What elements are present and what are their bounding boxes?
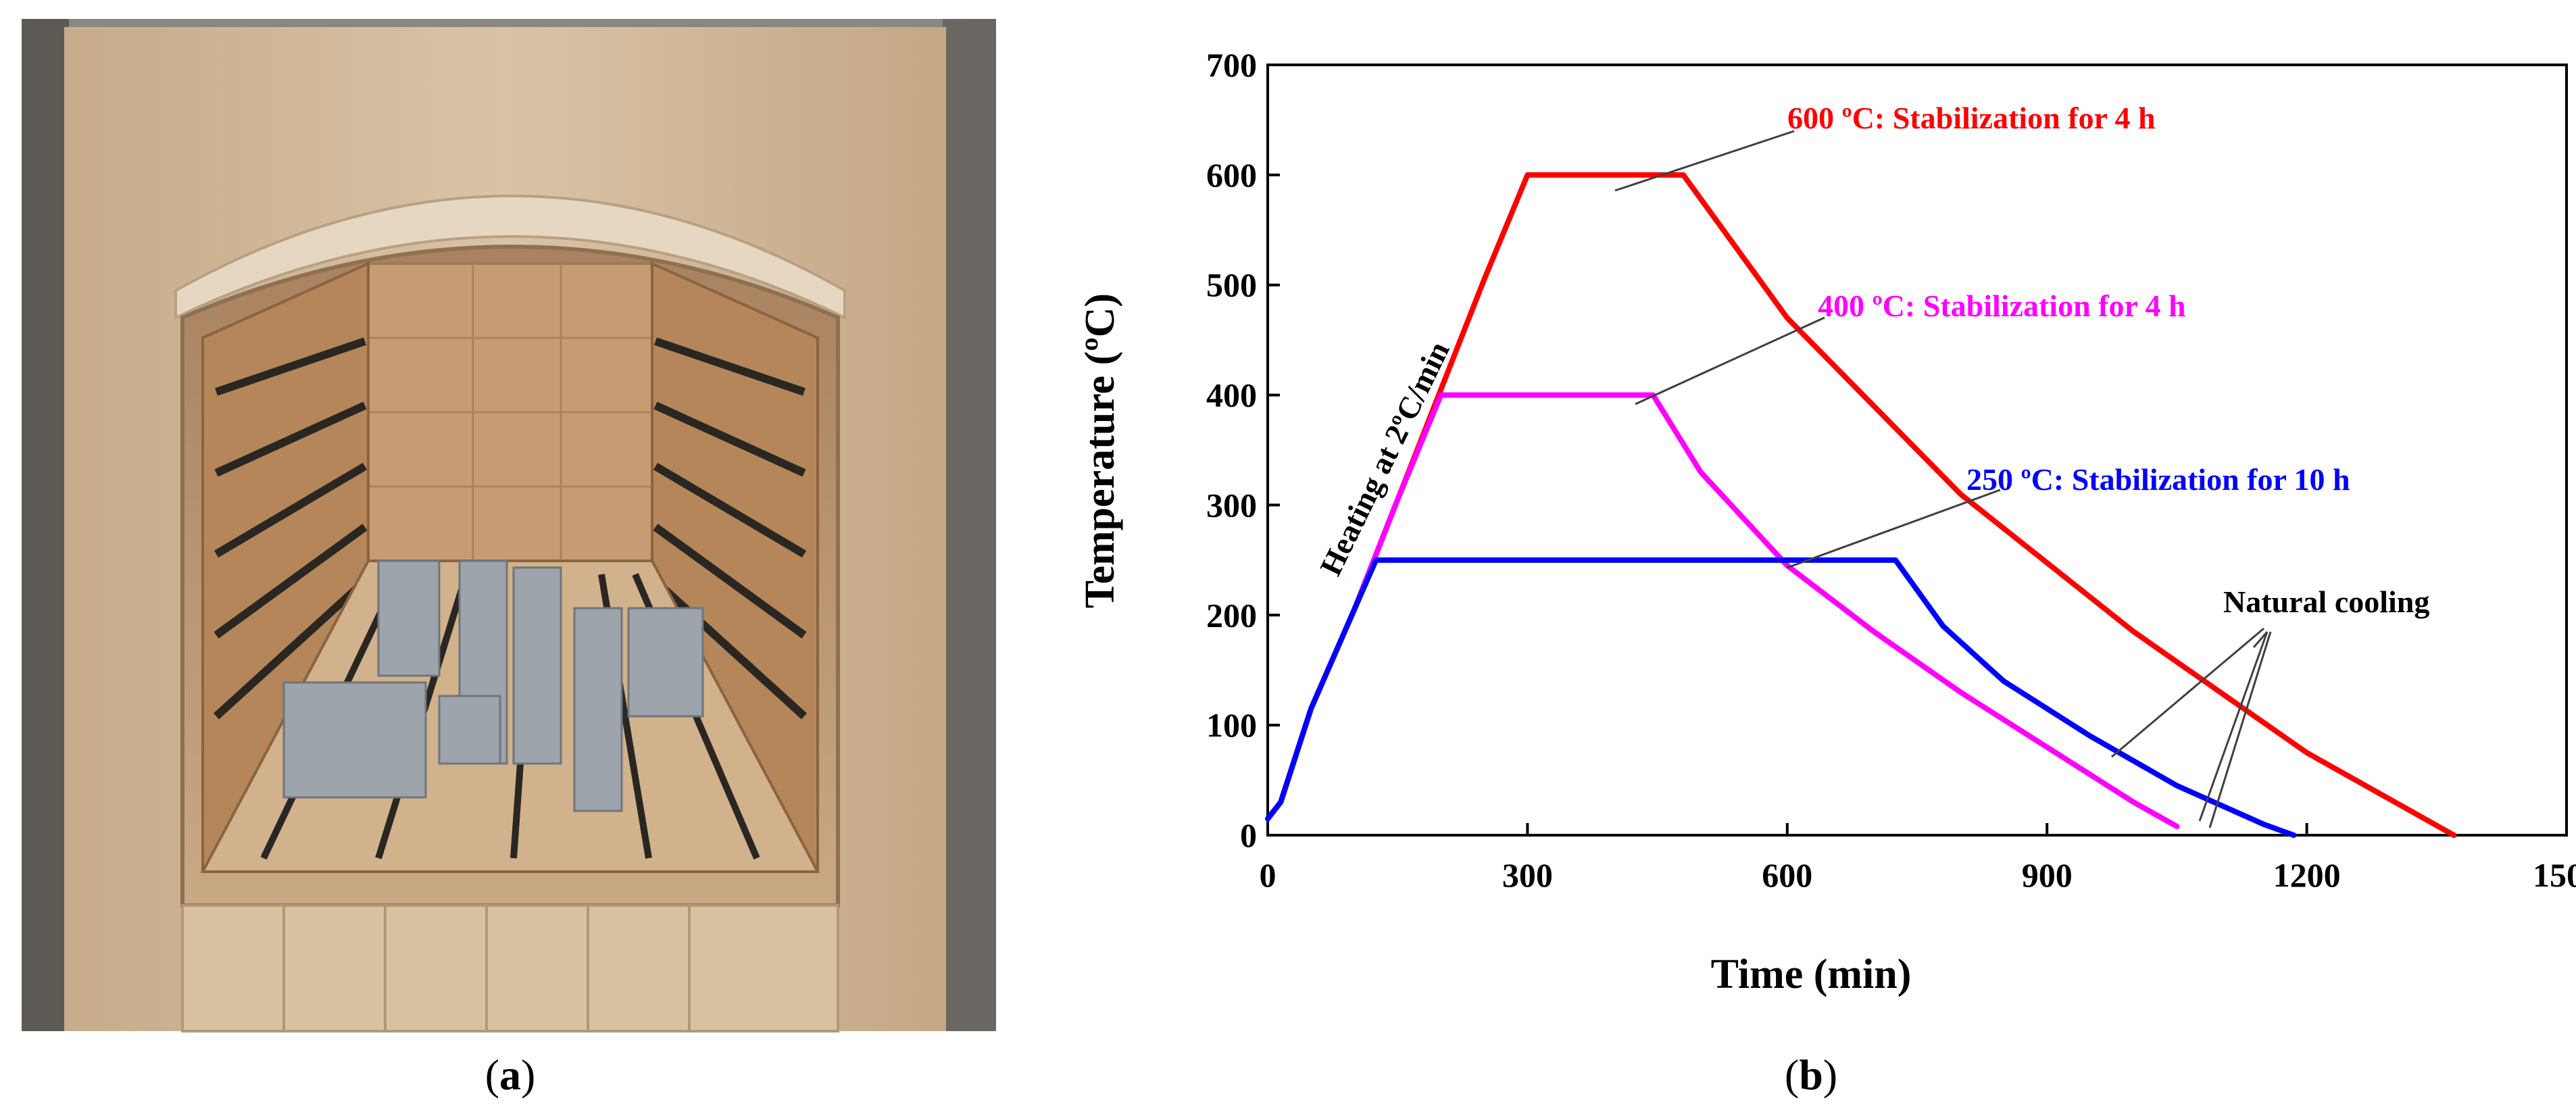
furnace-photo: [22, 19, 996, 1033]
series-line-0: [1265, 172, 2457, 838]
series-line-2: [1265, 557, 2297, 838]
x-tick-label: 900: [2022, 856, 2073, 894]
x-tick-label: 300: [1502, 856, 1553, 894]
y-tick-label: 700: [1206, 46, 1257, 84]
annotation-600: 600 ºC: Stabilization for 4 h: [1787, 101, 2156, 135]
y-ticks: 0 100 200 300 400 500 600 700: [1206, 46, 1280, 854]
y-tick-label: 400: [1206, 376, 1257, 414]
y-tick-label: 200: [1206, 596, 1257, 634]
x-tick-label: 600: [1762, 856, 1812, 894]
annotation-heating-rate: Heating at 2ºC/min: [1313, 336, 1456, 580]
panel-a-caption: (a): [485, 1051, 536, 1099]
y-tick-label: 100: [1206, 706, 1257, 744]
y-axis-title: Temperature (ºC): [1077, 293, 1123, 608]
temperature-chart: 0 100 200 300 400 500 600 700 0 300 600 900 1200 150…: [1077, 46, 2576, 997]
series-line-1: [1265, 392, 2180, 829]
annotation-leaders: [1614, 130, 2272, 828]
annotation-250: 250 ºC: Stabilization for 10 h: [1966, 462, 2350, 497]
plot-frame: [1266, 64, 2568, 837]
y-tick-label: 600: [1206, 156, 1257, 194]
annotation-natural-cooling: Natural cooling: [2223, 585, 2429, 619]
x-tick-label: 1500: [2533, 856, 2576, 894]
y-tick-label: 500: [1206, 266, 1257, 304]
y-tick-label: 300: [1206, 486, 1257, 524]
x-tick-label: 0: [1260, 856, 1277, 894]
series-lines: [1265, 172, 2457, 838]
y-tick-label: 0: [1240, 816, 1257, 854]
panel-b-caption: (b): [1785, 1051, 1837, 1099]
x-ticks: 0 300 600 900 1200 1500: [1260, 823, 2576, 894]
x-tick-label: 1200: [2273, 856, 2341, 894]
annotation-400: 400 ºC: Stabilization for 4 h: [1818, 289, 2186, 323]
x-axis-title: Time (min): [1711, 951, 1912, 997]
